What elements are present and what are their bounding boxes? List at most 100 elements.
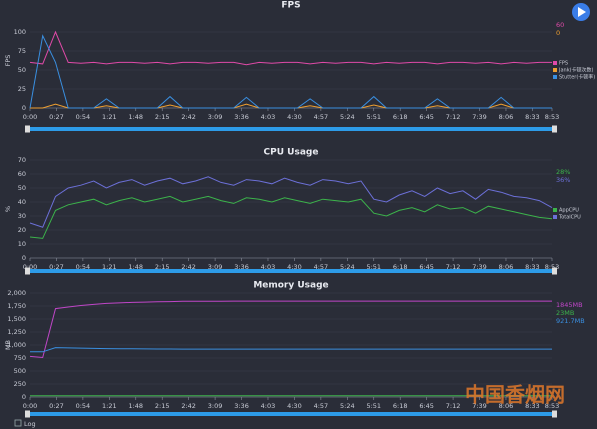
log-label: Log <box>24 420 36 428</box>
series-line <box>29 176 553 228</box>
current-value: 0 <box>556 29 560 37</box>
y-tick-label: 10 <box>18 240 26 248</box>
x-tick-label: 2:15 <box>155 113 170 121</box>
y-axis-label: MB <box>4 340 12 350</box>
series-line <box>29 195 553 239</box>
x-tick-label: 8:06 <box>499 402 514 410</box>
x-tick-label: 5:51 <box>366 402 381 410</box>
y-tick-label: 60 <box>18 170 26 178</box>
legend-swatch <box>553 61 557 65</box>
y-tick-label: 25 <box>18 85 26 93</box>
series-line <box>30 347 552 353</box>
y-tick-label: 75 <box>18 47 26 55</box>
y-tick-label: 0 <box>22 393 26 401</box>
x-tick-label: 4:57 <box>314 113 329 121</box>
legend-label: AppCPU <box>559 208 579 214</box>
x-tick-label: 0:27 <box>49 402 64 410</box>
x-tick-label: 4:30 <box>287 113 302 121</box>
x-tick-label: 0:00 <box>23 263 38 271</box>
range-slider <box>26 269 556 273</box>
x-tick-label: 0:27 <box>49 263 64 271</box>
legend-label: Stutter(卡顿率) <box>559 74 595 81</box>
x-tick-label: 4:03 <box>261 402 276 410</box>
x-tick-label: 0:27 <box>49 113 64 121</box>
x-tick-label: 6:45 <box>419 402 434 410</box>
slider-handle[interactable] <box>25 125 30 133</box>
y-tick-label: 1,250 <box>7 328 26 336</box>
x-tick-label: 8:53 <box>545 113 560 121</box>
current-value: 60 <box>556 21 564 29</box>
current-value: 36% <box>556 176 570 184</box>
x-tick-label: 8:06 <box>499 263 514 271</box>
x-tick-label: 7:39 <box>472 402 487 410</box>
legend-swatch <box>553 208 557 212</box>
current-value: 921.7MB <box>556 317 585 325</box>
x-tick-label: 7:12 <box>446 263 461 271</box>
x-tick-label: 5:51 <box>366 113 381 121</box>
slider-handle[interactable] <box>25 410 30 418</box>
x-tick-label: 4:03 <box>261 263 276 271</box>
slider-handle[interactable] <box>25 267 30 275</box>
x-tick-label: 0:54 <box>76 402 91 410</box>
x-tick-label: 7:12 <box>446 113 461 121</box>
slider-handle[interactable] <box>552 410 557 418</box>
x-tick-label: 8:53 <box>545 402 560 410</box>
y-axis-label: % <box>4 206 12 212</box>
x-tick-label: 4:57 <box>314 402 329 410</box>
y-tick-label: 40 <box>18 198 26 206</box>
y-tick-label: 750 <box>14 354 26 362</box>
x-tick-label: 6:18 <box>393 113 408 121</box>
x-tick-label: 2:15 <box>155 402 170 410</box>
current-value: 1845MB <box>556 301 583 309</box>
y-axis-label: FPS <box>4 55 12 67</box>
legend-label: TotalCPU <box>558 215 581 221</box>
x-tick-label: 3:09 <box>208 113 223 121</box>
x-tick-label: 4:30 <box>287 263 302 271</box>
x-tick-label: 7:12 <box>446 402 461 410</box>
slider-handle[interactable] <box>552 267 557 275</box>
x-tick-label: 6:45 <box>419 113 434 121</box>
current-value: 23MB <box>556 309 574 317</box>
x-tick-label: 0:00 <box>23 113 38 121</box>
range-slider <box>26 412 556 416</box>
x-tick-label: 1:48 <box>128 402 143 410</box>
series-line <box>30 103 552 109</box>
y-tick-label: 1,500 <box>7 315 26 323</box>
x-tick-label: 1:21 <box>102 263 117 271</box>
chart-title: CPU Usage <box>264 148 319 158</box>
play-icon <box>578 7 586 17</box>
x-tick-label: 8:33 <box>525 113 540 121</box>
legend-swatch <box>553 215 557 219</box>
x-tick-label: 7:39 <box>472 263 487 271</box>
chart-title: Memory Usage <box>253 281 328 291</box>
x-tick-label: 6:18 <box>393 263 408 271</box>
x-tick-label: 5:24 <box>340 402 355 410</box>
x-tick-label: 2:42 <box>181 402 196 410</box>
y-tick-label: 1,750 <box>7 302 26 310</box>
x-tick-label: 3:36 <box>234 263 249 271</box>
legend-label: Jank(卡顿次数) <box>558 67 594 74</box>
y-tick-label: 20 <box>18 226 26 234</box>
x-tick-label: 0:54 <box>76 113 91 121</box>
log-checkbox[interactable] <box>14 419 22 427</box>
x-tick-label: 2:15 <box>155 263 170 271</box>
slider-handle[interactable] <box>552 125 557 133</box>
current-value: 28% <box>556 168 570 176</box>
y-tick-label: 2,000 <box>7 289 26 297</box>
legend-label: FPS <box>559 61 568 67</box>
x-tick-label: 0:00 <box>23 402 38 410</box>
x-tick-label: 4:57 <box>314 263 329 271</box>
legend-swatch <box>553 75 557 79</box>
series-line <box>29 30 552 66</box>
y-tick-label: 1,000 <box>7 341 26 349</box>
watermark: 中国香烟网 <box>465 383 565 407</box>
range-slider <box>26 127 556 131</box>
x-tick-label: 3:09 <box>208 402 223 410</box>
x-tick-label: 3:09 <box>208 263 223 271</box>
x-tick-label: 3:36 <box>234 402 249 410</box>
x-tick-label: 5:24 <box>340 113 355 121</box>
x-tick-label: 4:03 <box>261 113 276 121</box>
x-tick-label: 1:21 <box>102 402 117 410</box>
